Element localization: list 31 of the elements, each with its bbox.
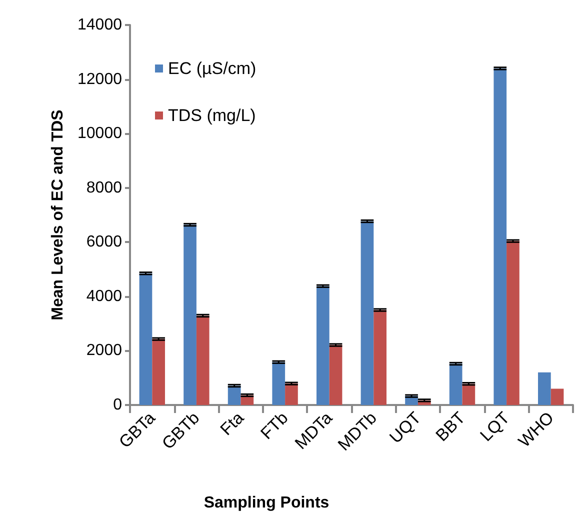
- x-tick-label: FTb: [256, 408, 292, 444]
- bar: [184, 224, 196, 405]
- legend-label: EC (µS/cm): [168, 59, 256, 78]
- y-tick-label: 14000: [78, 16, 122, 34]
- y-tick-label: 4000: [86, 288, 122, 305]
- y-axis-title: Mean Levels of EC and TDS: [50, 109, 66, 320]
- bar: [316, 286, 330, 405]
- bar: [449, 364, 462, 405]
- x-axis-title: Sampling Points: [204, 494, 330, 512]
- legend-label: TDS (mg/L): [168, 106, 256, 125]
- x-tick-label: Fta: [216, 408, 248, 440]
- bar: [374, 310, 386, 405]
- bar: [196, 316, 210, 405]
- y-tick-label: 10000: [78, 125, 122, 142]
- y-tick-label: 12000: [78, 70, 122, 88]
- bar: [462, 384, 476, 405]
- y-tick-label: 0: [113, 396, 122, 414]
- bar: [285, 384, 298, 405]
- bar: [506, 241, 520, 405]
- y-tick-label: 8000: [86, 179, 122, 196]
- bar: [152, 339, 165, 405]
- y-tick-label: 2000: [86, 342, 122, 360]
- bar: [228, 386, 241, 405]
- bar: [329, 345, 342, 405]
- bar: [139, 273, 152, 405]
- bar: [360, 221, 374, 405]
- bar: [272, 362, 286, 405]
- bar: [494, 68, 507, 405]
- bar: [550, 388, 564, 405]
- bar: [538, 372, 551, 405]
- y-tick-label: 6000: [86, 234, 122, 251]
